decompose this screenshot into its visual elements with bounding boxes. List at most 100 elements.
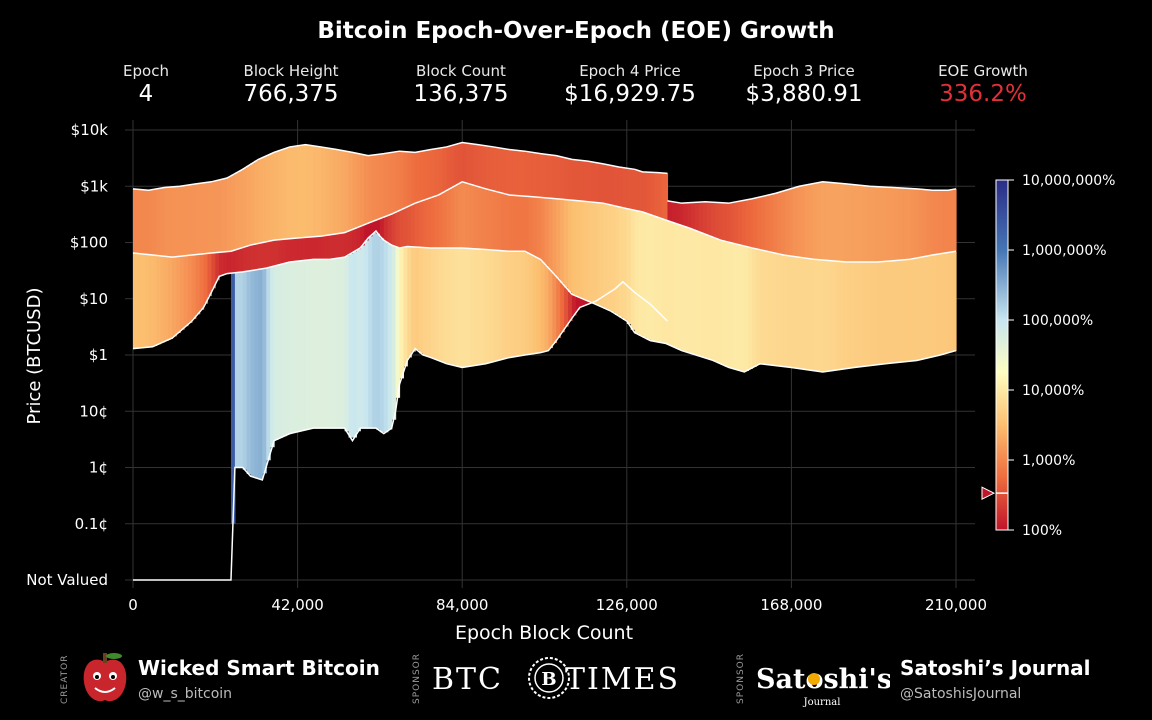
stat-value-eoe: 336.2% [939, 81, 1027, 107]
band-segment [215, 180, 220, 253]
band-segment [391, 152, 397, 214]
band-segment [814, 259, 820, 372]
band-segment [669, 222, 675, 347]
stat-label: Epoch [123, 62, 169, 80]
band-segment [843, 183, 849, 262]
band-segment [352, 228, 357, 252]
band-segment [485, 249, 491, 364]
band-segment [881, 261, 887, 364]
band-segment [834, 261, 840, 370]
band-segment [419, 201, 424, 248]
band-segment [419, 151, 424, 202]
band-segment [607, 165, 612, 205]
colorbar-tick-label: 1,000% [1022, 453, 1075, 469]
band-segment [716, 239, 722, 364]
band-segment [842, 261, 847, 369]
stat-value: 136,375 [413, 81, 509, 107]
band-segment [262, 242, 267, 269]
band-segment [713, 237, 718, 362]
band-segment [328, 259, 334, 429]
stat-value: $16,929.75 [564, 81, 696, 107]
series-line [132, 141, 668, 191]
band-segment [618, 207, 624, 318]
band-segment [615, 206, 620, 315]
band-segment [830, 260, 836, 371]
band-segment [861, 262, 867, 367]
band-segment [250, 244, 256, 271]
footer: CREATOR Wicked Smart Bitcoin @w_s_bitcoi… [0, 648, 1152, 710]
band-segment [266, 155, 271, 242]
band-segment [571, 295, 577, 316]
band-segment [893, 260, 898, 363]
sj-logo-sub: Journal [803, 697, 841, 708]
band-segment [497, 147, 502, 193]
band-segment [340, 232, 346, 258]
band-segment [579, 201, 585, 299]
band-segment [219, 179, 224, 253]
band-segment [227, 251, 232, 274]
band-segment [587, 201, 593, 302]
band-segment [765, 195, 770, 252]
band-segment [571, 159, 577, 201]
band-segment [505, 149, 510, 195]
band-segment [293, 146, 299, 239]
band-segment [183, 185, 189, 256]
band-segment [564, 157, 569, 200]
band-segment [748, 247, 753, 369]
band-segment [575, 200, 581, 297]
band-segment [689, 228, 695, 354]
band-segment [787, 255, 792, 368]
band-segment [658, 172, 663, 219]
band-segment [278, 150, 283, 240]
band-segment [847, 184, 853, 263]
band-segment [662, 173, 667, 220]
band-segment [556, 156, 561, 199]
stat-epoch3-price: Epoch 3 Price $3,880.91 [719, 62, 889, 107]
band-segment [368, 236, 373, 429]
band-segment [332, 234, 338, 259]
band-segment [199, 183, 205, 255]
band-segment [493, 147, 499, 192]
band-segment [466, 183, 471, 249]
band-segment [683, 202, 688, 227]
band-segment [438, 193, 444, 248]
band-segment [164, 187, 169, 257]
band-segment [223, 251, 228, 275]
band-segment [544, 154, 550, 198]
band-segment [791, 256, 796, 368]
band-segment [278, 239, 283, 265]
band-segment [552, 274, 557, 344]
band-segment [426, 247, 432, 357]
band-segment [520, 251, 526, 356]
band-segment [763, 251, 769, 365]
band-segment [702, 201, 708, 234]
band-segment [556, 278, 561, 338]
band-segment [591, 162, 597, 203]
band-segment [399, 209, 405, 248]
band-segment [532, 196, 538, 257]
band-segment [889, 260, 894, 364]
band-segment [932, 254, 938, 357]
band-segment [262, 156, 267, 243]
band-segment [930, 190, 935, 256]
band-segment [301, 144, 307, 238]
band-segment [364, 155, 369, 225]
band-segment [156, 188, 162, 256]
band-segment [859, 185, 865, 263]
band-segment [489, 190, 495, 250]
band-segment [818, 259, 824, 372]
band-segment [250, 270, 256, 477]
band-segment [583, 160, 589, 202]
band-segment [681, 226, 687, 352]
band-segment [528, 196, 534, 255]
band-segment [372, 232, 377, 429]
band-segment [356, 227, 361, 250]
band-segment [665, 220, 671, 345]
band-segment [949, 189, 955, 252]
band-segment [133, 188, 138, 254]
band-segment [548, 154, 553, 199]
band-segment [816, 182, 821, 260]
band-segment [912, 258, 918, 361]
band-segment [234, 249, 240, 273]
band-segment [419, 247, 424, 354]
